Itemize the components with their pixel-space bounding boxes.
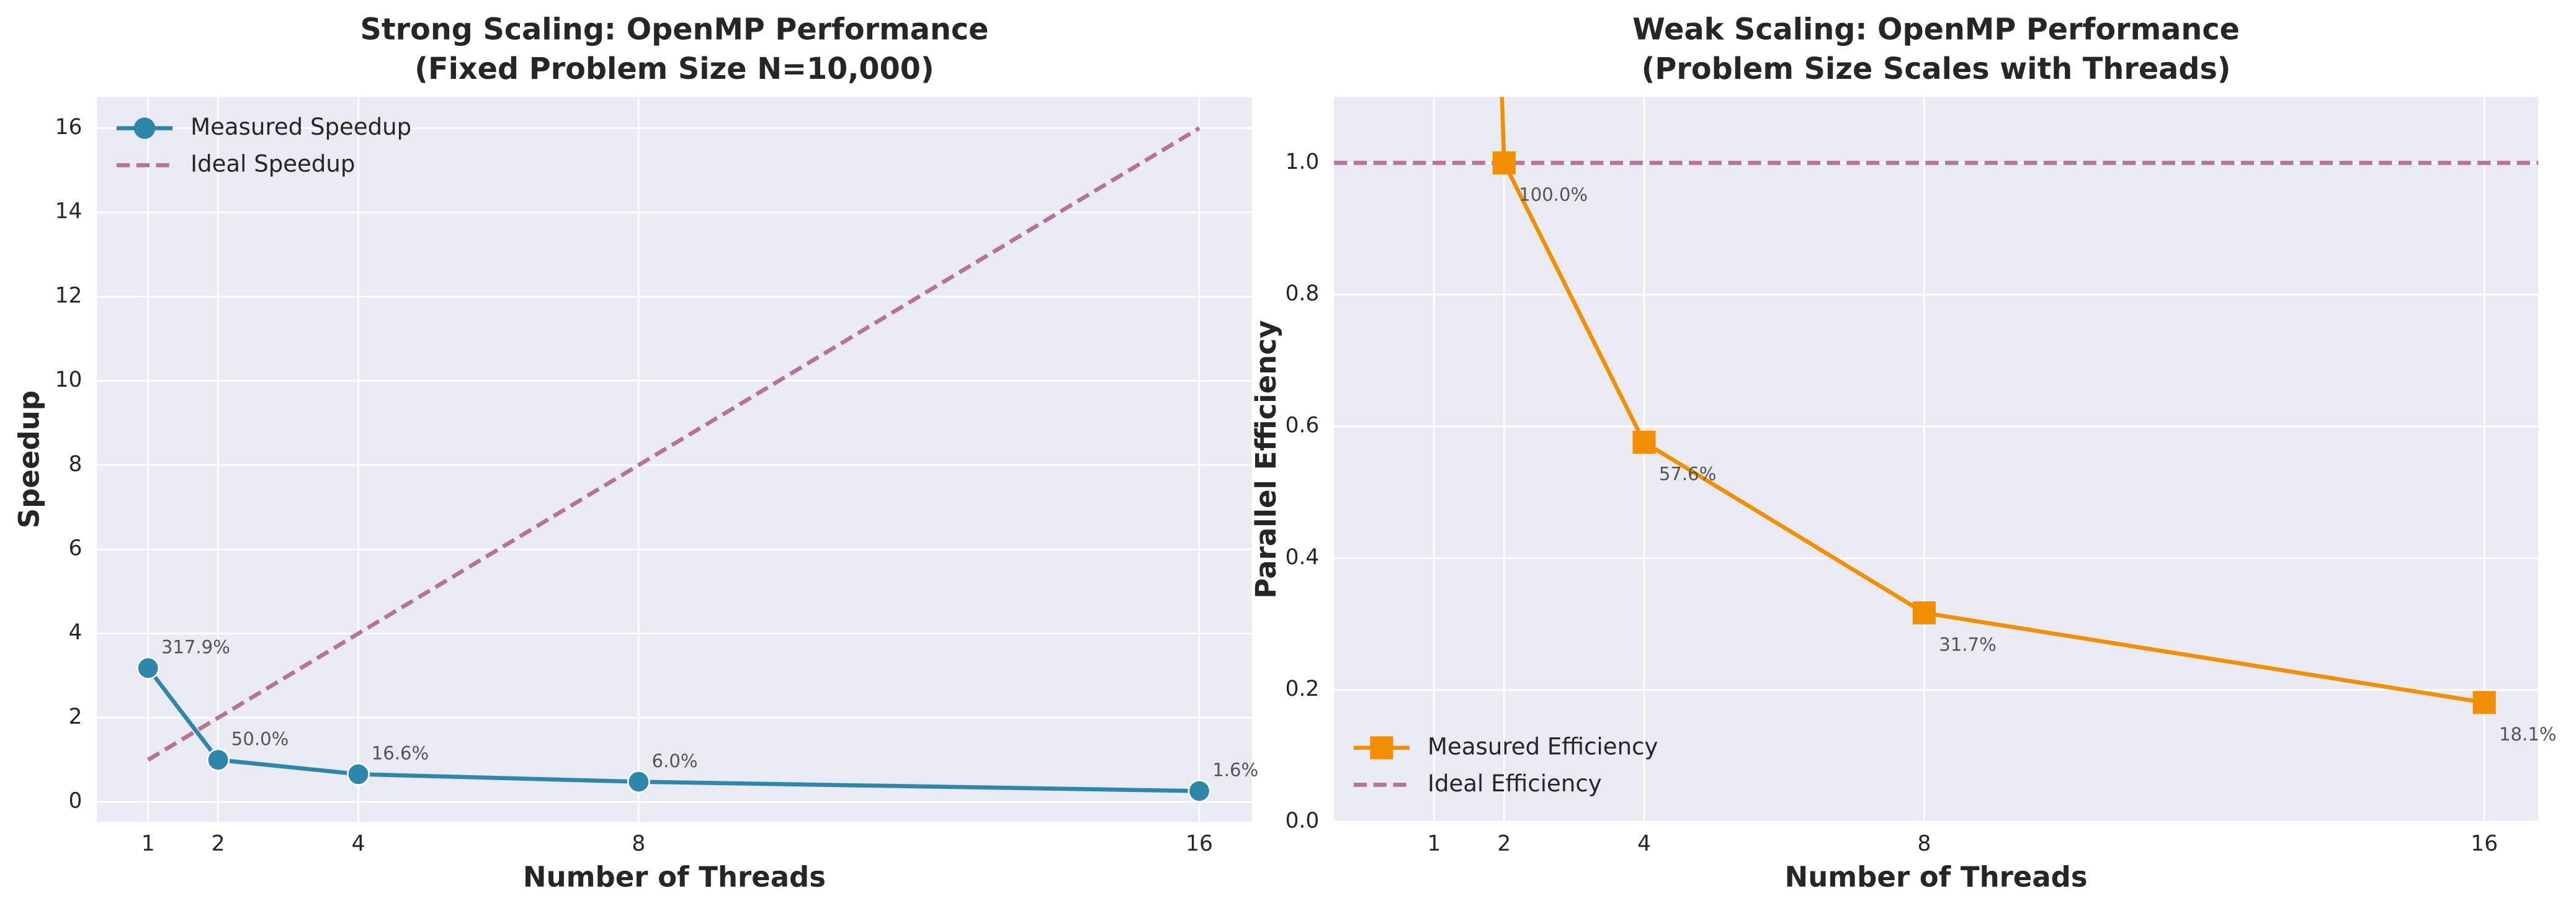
y-tick-label: 2 bbox=[69, 704, 83, 729]
series-line bbox=[146, 126, 1201, 762]
y-tick-label: 0.2 bbox=[1286, 677, 1320, 701]
y-tick-label: 0.8 bbox=[1286, 281, 1320, 306]
legend-marker bbox=[1370, 736, 1393, 760]
y-axis-label: Parallel Efficiency bbox=[1250, 320, 1282, 599]
value-label: 18.1% bbox=[2499, 724, 2556, 745]
y-tick-label: 0 bbox=[69, 789, 83, 814]
y-tick-label: 16 bbox=[55, 115, 83, 140]
point-annotation: 16.6% bbox=[372, 743, 429, 764]
point-annotation: 50.0% bbox=[231, 728, 288, 749]
plot-background bbox=[1334, 97, 2539, 822]
y-axis-label: Speedup bbox=[12, 390, 45, 528]
x-tick-label: 8 bbox=[1917, 832, 1931, 857]
subplot: Weak Scaling: OpenMP Performance (Problem… bbox=[1250, 12, 2556, 894]
data-point bbox=[1632, 430, 1656, 454]
data-point bbox=[1492, 151, 1516, 174]
data-point bbox=[2472, 691, 2496, 714]
plot-area bbox=[136, 126, 1211, 803]
chart-title: Weak Scaling: OpenMP Performance bbox=[1632, 12, 2240, 47]
legend-marker bbox=[133, 117, 156, 139]
legend-label: Ideal Speedup bbox=[190, 151, 355, 178]
chart-subtitle: (Problem Size Scales with Threads) bbox=[1642, 52, 2231, 86]
y-tick-label: 12 bbox=[55, 283, 83, 308]
x-tick-label: 4 bbox=[352, 832, 365, 857]
chart-title: Strong Scaling: OpenMP Performance bbox=[360, 12, 989, 47]
y-tick-label: 14 bbox=[55, 199, 83, 224]
legend-label: Measured Speedup bbox=[190, 114, 411, 140]
x-axis-label: Number of Threads bbox=[523, 861, 826, 894]
plot-area bbox=[1334, 97, 2539, 714]
legend-label: Measured Efficiency bbox=[1428, 733, 1658, 760]
point-annotation: 317.9% bbox=[161, 637, 230, 658]
y-tick-label: 0.6 bbox=[1286, 413, 1320, 438]
y-tick-label: 10 bbox=[55, 367, 83, 392]
data-point bbox=[207, 748, 230, 771]
data-point bbox=[627, 770, 650, 794]
data-point bbox=[1912, 601, 1936, 625]
x-tick-label: 2 bbox=[1497, 832, 1511, 857]
y-tick-label: 8 bbox=[69, 452, 83, 477]
y-tick-label: 1.0 bbox=[1286, 150, 1320, 174]
value-label: 57.6% bbox=[1659, 463, 1716, 484]
value-label: 100.0% bbox=[1519, 184, 1588, 205]
legend-label: Ideal Efficiency bbox=[1428, 770, 1602, 797]
y-tick-label: 0.4 bbox=[1286, 545, 1320, 570]
data-point bbox=[347, 762, 370, 786]
subplot: Strong Scaling: OpenMP Performance (Fixed… bbox=[12, 12, 1258, 893]
y-tick-label: 0.0 bbox=[1286, 809, 1320, 834]
point-annotation: 1.6% bbox=[1212, 760, 1258, 781]
x-tick-label: 1 bbox=[141, 832, 155, 857]
x-tick-label: 1 bbox=[1428, 832, 1441, 857]
data-point bbox=[1187, 779, 1211, 803]
point-annotation: 6.0% bbox=[652, 750, 698, 771]
chart-subtitle: (Fixed Problem Size N=10,000) bbox=[414, 52, 934, 86]
x-tick-label: 16 bbox=[1186, 832, 1213, 857]
x-tick-label: 4 bbox=[1637, 832, 1651, 857]
x-tick-label: 16 bbox=[2471, 832, 2498, 857]
data-point bbox=[136, 656, 160, 680]
x-tick-label: 8 bbox=[632, 832, 645, 857]
x-axis-label: Number of Threads bbox=[1785, 861, 2088, 894]
y-tick-label: 4 bbox=[69, 620, 83, 645]
value-label: 31.7% bbox=[1939, 634, 1996, 655]
x-tick-label: 2 bbox=[212, 832, 225, 857]
y-tick-label: 6 bbox=[69, 536, 83, 561]
plot-background bbox=[97, 97, 1252, 822]
